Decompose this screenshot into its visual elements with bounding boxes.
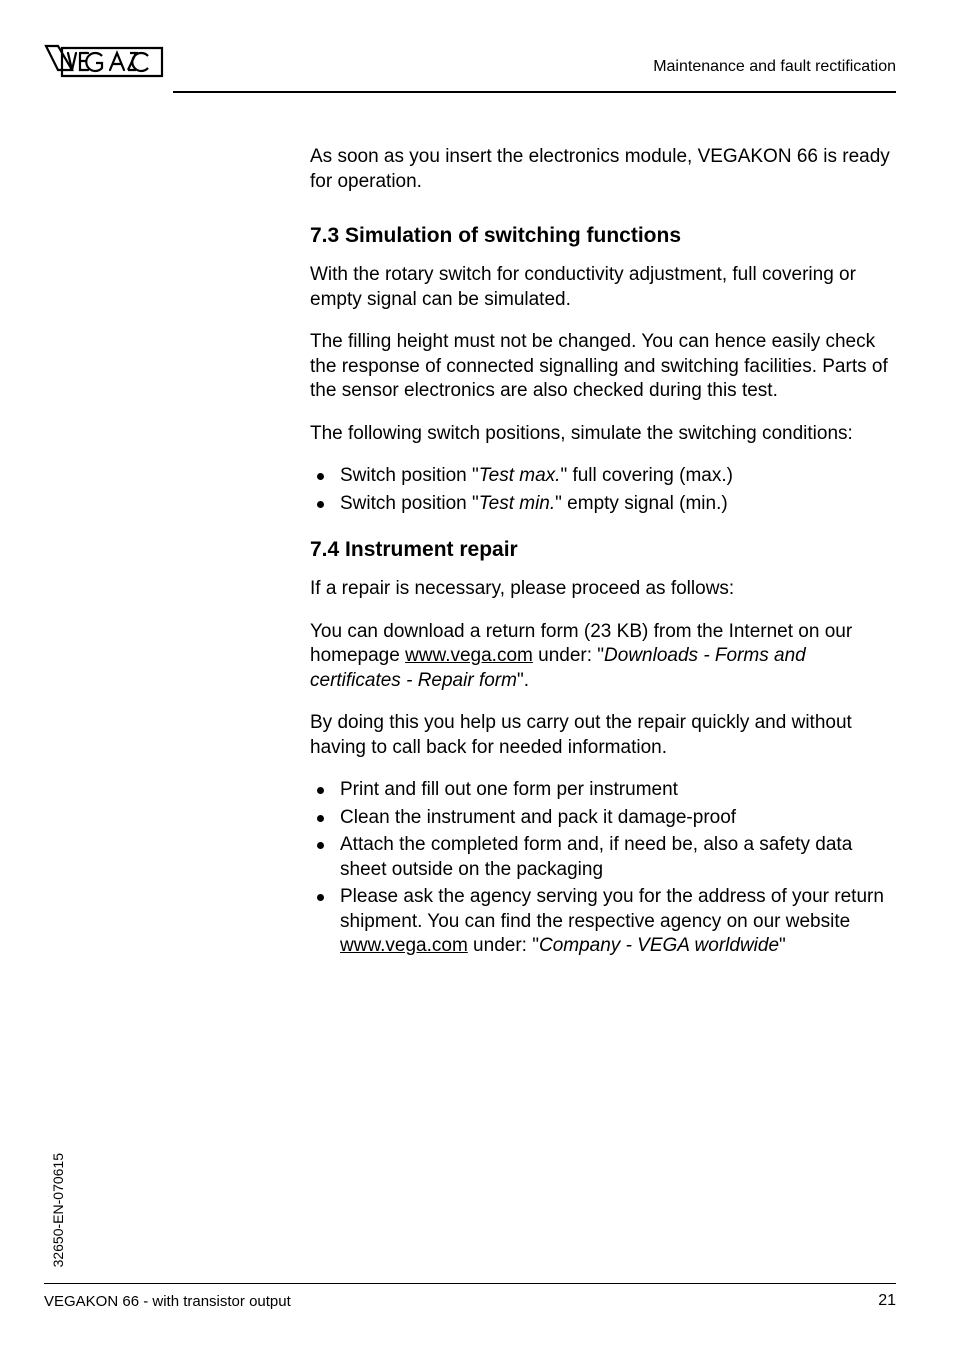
list-item: Switch position "Test min." empty signal… (310, 492, 896, 517)
list-item: Attach the completed form and, if need b… (310, 833, 896, 882)
emphasis-text: Test max. (479, 465, 561, 486)
emphasis-text: Company - VEGA worldwide (539, 935, 779, 956)
text-span: ". (517, 670, 529, 691)
list-item: Switch position "Test max." full coverin… (310, 464, 896, 489)
list-item: Clean the instrument and pack it damage-… (310, 806, 896, 831)
section-7-4-heading: 7.4 Instrument repair (310, 538, 896, 562)
s73-paragraph-3: The following switch positions, simulate… (310, 422, 896, 447)
list-item: Please ask the agency serving you for th… (310, 885, 896, 959)
header-rule (173, 91, 896, 93)
link-text: www.vega.com (405, 645, 533, 666)
text-span: under: " (468, 935, 539, 956)
s73-paragraph-1: With the rotary switch for conductivity … (310, 263, 896, 312)
link-text: www.vega.com (340, 935, 468, 956)
list-item: Print and fill out one form per instrume… (310, 778, 896, 803)
s74-paragraph-3: By doing this you help us carry out the … (310, 711, 896, 760)
list-text: Switch position " (340, 465, 479, 486)
emphasis-text: Test min. (479, 493, 555, 514)
section-7-3-heading: 7.3 Simulation of switching functions (310, 224, 896, 248)
s74-list: Print and fill out one form per instrume… (310, 778, 896, 959)
intro-paragraph: As soon as you insert the electronics mo… (310, 145, 896, 194)
s74-paragraph-1: If a repair is necessary, please proceed… (310, 577, 896, 602)
footer-title: VEGAKON 66 - with transistor output (44, 1293, 291, 1310)
s74-paragraph-2: You can download a return form (23 KB) f… (310, 620, 896, 694)
list-text: " full covering (max.) (560, 465, 733, 486)
main-content: As soon as you insert the electronics mo… (310, 145, 896, 977)
page-number: 21 (878, 1292, 896, 1310)
text-span: Please ask the agency serving you for th… (340, 886, 884, 932)
footer-rule (44, 1283, 896, 1284)
vega-logo-svg (44, 44, 166, 88)
running-header: Maintenance and fault rectification (653, 58, 896, 76)
vega-logo (44, 44, 166, 93)
document-code: 32650-EN-070615 (50, 1153, 66, 1267)
text-span: under: " (533, 645, 604, 666)
list-text: " empty signal (min.) (555, 493, 728, 514)
s73-paragraph-2: The filling height must not be changed. … (310, 330, 896, 404)
s73-list: Switch position "Test max." full coverin… (310, 464, 896, 516)
list-text: Switch position " (340, 493, 479, 514)
text-span: " (779, 935, 786, 956)
